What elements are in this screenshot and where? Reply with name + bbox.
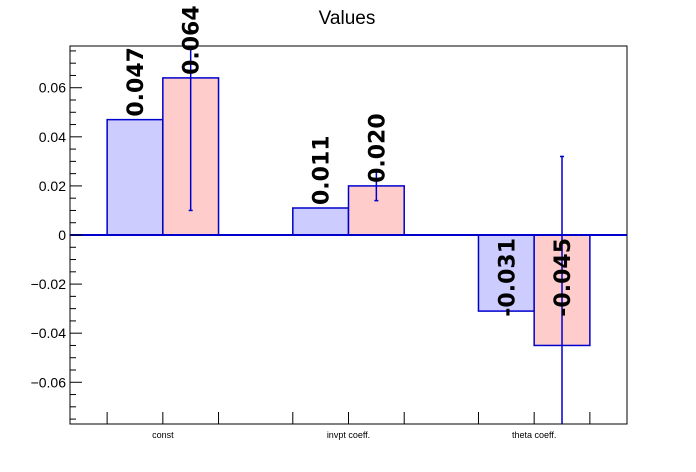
x-tick-label: theta coeff. <box>512 430 556 440</box>
y-tick-label: 0.04 <box>39 129 66 145</box>
x-tick-label: invpt coeff. <box>327 430 370 440</box>
data-label: 0.011 <box>310 135 335 205</box>
data-label: 0.020 <box>365 113 390 183</box>
data-labels-layer: 0.047 0.064 0.011 0.020 -0.031 -0.045 <box>124 5 576 316</box>
data-label: -0.045 <box>551 238 576 317</box>
y-tick-label: −0.04 <box>31 325 67 341</box>
data-label: -0.031 <box>495 238 520 317</box>
bar <box>106 118 164 236</box>
y-tick-label: 0.02 <box>39 178 66 194</box>
data-label: 0.064 <box>180 5 205 75</box>
y-tick-label: −0.02 <box>31 276 67 292</box>
y-tick-label: 0.06 <box>39 80 66 96</box>
bar <box>347 185 405 236</box>
y-tick-label: 0 <box>58 227 66 243</box>
x-tick-label: const <box>152 430 174 440</box>
axes-layer: const invpt coeff. theta coeff. −0.06 −0.04 −… <box>31 45 628 440</box>
chart-title: Values <box>319 8 376 29</box>
bar <box>477 234 535 312</box>
y-tick-label: −0.06 <box>31 374 67 390</box>
data-label: 0.047 <box>124 47 149 117</box>
bar <box>292 207 350 236</box>
error-bars-layer <box>188 46 565 424</box>
